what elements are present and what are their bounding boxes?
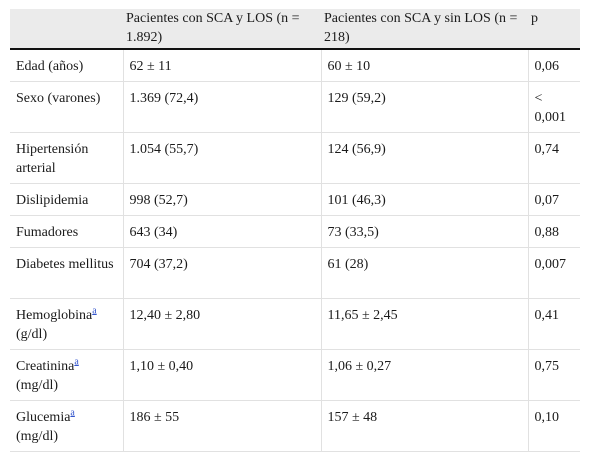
row-label-text: Hemoglobina bbox=[16, 308, 93, 323]
cell-p-value: 0,007 bbox=[527, 247, 580, 299]
cell-with-los: 12,40 ± 2,80 bbox=[122, 298, 321, 350]
table-row: Glucemiaa (mg/dl) 186 ± 55 157 ± 48 0,10 bbox=[10, 400, 580, 452]
cell-p-value: < 0,001 bbox=[527, 81, 580, 133]
cell-with-los: 998 (52,7) bbox=[122, 183, 321, 216]
cell-with-los: 62 ± 11 bbox=[122, 49, 321, 82]
header-without-los: Pacientes con SCA y sin LOS (n = 218) bbox=[321, 9, 528, 50]
cell-with-los: 704 (37,2) bbox=[122, 247, 321, 299]
cell-with-los: 1,10 ± 0,40 bbox=[122, 349, 321, 401]
cell-with-los: 1.369 (72,4) bbox=[122, 81, 321, 133]
cell-without-los: 124 (56,9) bbox=[320, 132, 528, 184]
comparison-table: Pacientes con SCA y LOS (n = 1.892) Paci… bbox=[10, 9, 580, 452]
row-label: Fumadores bbox=[10, 215, 123, 248]
footnote-marker: a bbox=[74, 356, 78, 367]
table-row: Hipertensión arterial 1.054 (55,7) 124 (… bbox=[10, 132, 580, 184]
row-label: Edad (años) bbox=[10, 49, 123, 82]
footnote-marker: a bbox=[92, 305, 96, 316]
cell-p-value: 0,07 bbox=[527, 183, 580, 216]
cell-with-los: 186 ± 55 bbox=[122, 400, 321, 452]
row-label: Creatininaa (mg/dl) bbox=[10, 349, 123, 401]
table-row: Edad (años) 62 ± 11 60 ± 10 0,06 bbox=[10, 49, 580, 82]
cell-p-value: 0,88 bbox=[527, 215, 580, 248]
cell-without-los: 1,06 ± 0,27 bbox=[320, 349, 528, 401]
cell-p-value: 0,06 bbox=[527, 49, 580, 82]
footnote-link[interactable]: a bbox=[92, 305, 97, 317]
footnote-link[interactable]: a bbox=[70, 407, 75, 419]
cell-without-los: 73 (33,5) bbox=[320, 215, 528, 248]
table-row: Diabetes mellitus 704 (37,2) 61 (28) 0,0… bbox=[10, 247, 580, 299]
cell-without-los: 101 (46,3) bbox=[320, 183, 528, 216]
footnote-marker: a bbox=[70, 407, 74, 418]
header-row: Pacientes con SCA y LOS (n = 1.892) Paci… bbox=[10, 9, 580, 50]
row-label-text: Creatinina bbox=[16, 359, 75, 374]
row-label: Glucemiaa (mg/dl) bbox=[10, 400, 123, 452]
cell-without-los: 129 (59,2) bbox=[320, 81, 528, 133]
table-row: Dislipidemia 998 (52,7) 101 (46,3) 0,07 bbox=[10, 183, 580, 216]
cell-with-los: 643 (34) bbox=[122, 215, 321, 248]
row-label-unit: (mg/dl) bbox=[16, 429, 58, 444]
row-label: Diabetes mellitus bbox=[10, 247, 123, 299]
row-label-unit: (g/dl) bbox=[16, 327, 48, 342]
row-label: Hemoglobinaa (g/dl) bbox=[10, 298, 123, 350]
cell-p-value: 0,10 bbox=[527, 400, 580, 452]
row-label-unit: (mg/dl) bbox=[16, 378, 58, 393]
cell-without-los: 60 ± 10 bbox=[320, 49, 528, 82]
table-row: Hemoglobinaa (g/dl) 12,40 ± 2,80 11,65 ± … bbox=[10, 298, 580, 350]
table-row: Sexo (varones) 1.369 (72,4) 129 (59,2) <… bbox=[10, 81, 580, 133]
table-row: Fumadores 643 (34) 73 (33,5) 0,88 bbox=[10, 215, 580, 248]
header-p-value: p bbox=[528, 9, 580, 50]
row-label: Sexo (varones) bbox=[10, 81, 123, 133]
cell-p-value: 0,74 bbox=[527, 132, 580, 184]
footnote-link[interactable]: a bbox=[74, 356, 79, 368]
cell-with-los: 1.054 (55,7) bbox=[122, 132, 321, 184]
cell-p-value: 0,41 bbox=[527, 298, 580, 350]
header-with-los: Pacientes con SCA y LOS (n = 1.892) bbox=[123, 9, 321, 50]
table-row: Creatininaa (mg/dl) 1,10 ± 0,40 1,06 ± 0,… bbox=[10, 349, 580, 401]
row-label-text: Glucemia bbox=[16, 410, 71, 425]
header-empty bbox=[10, 9, 123, 50]
row-label: Dislipidemia bbox=[10, 183, 123, 216]
cell-without-los: 157 ± 48 bbox=[320, 400, 528, 452]
row-label: Hipertensión arterial bbox=[10, 132, 123, 184]
cell-p-value: 0,75 bbox=[527, 349, 580, 401]
cell-without-los: 61 (28) bbox=[320, 247, 528, 299]
cell-without-los: 11,65 ± 2,45 bbox=[320, 298, 528, 350]
